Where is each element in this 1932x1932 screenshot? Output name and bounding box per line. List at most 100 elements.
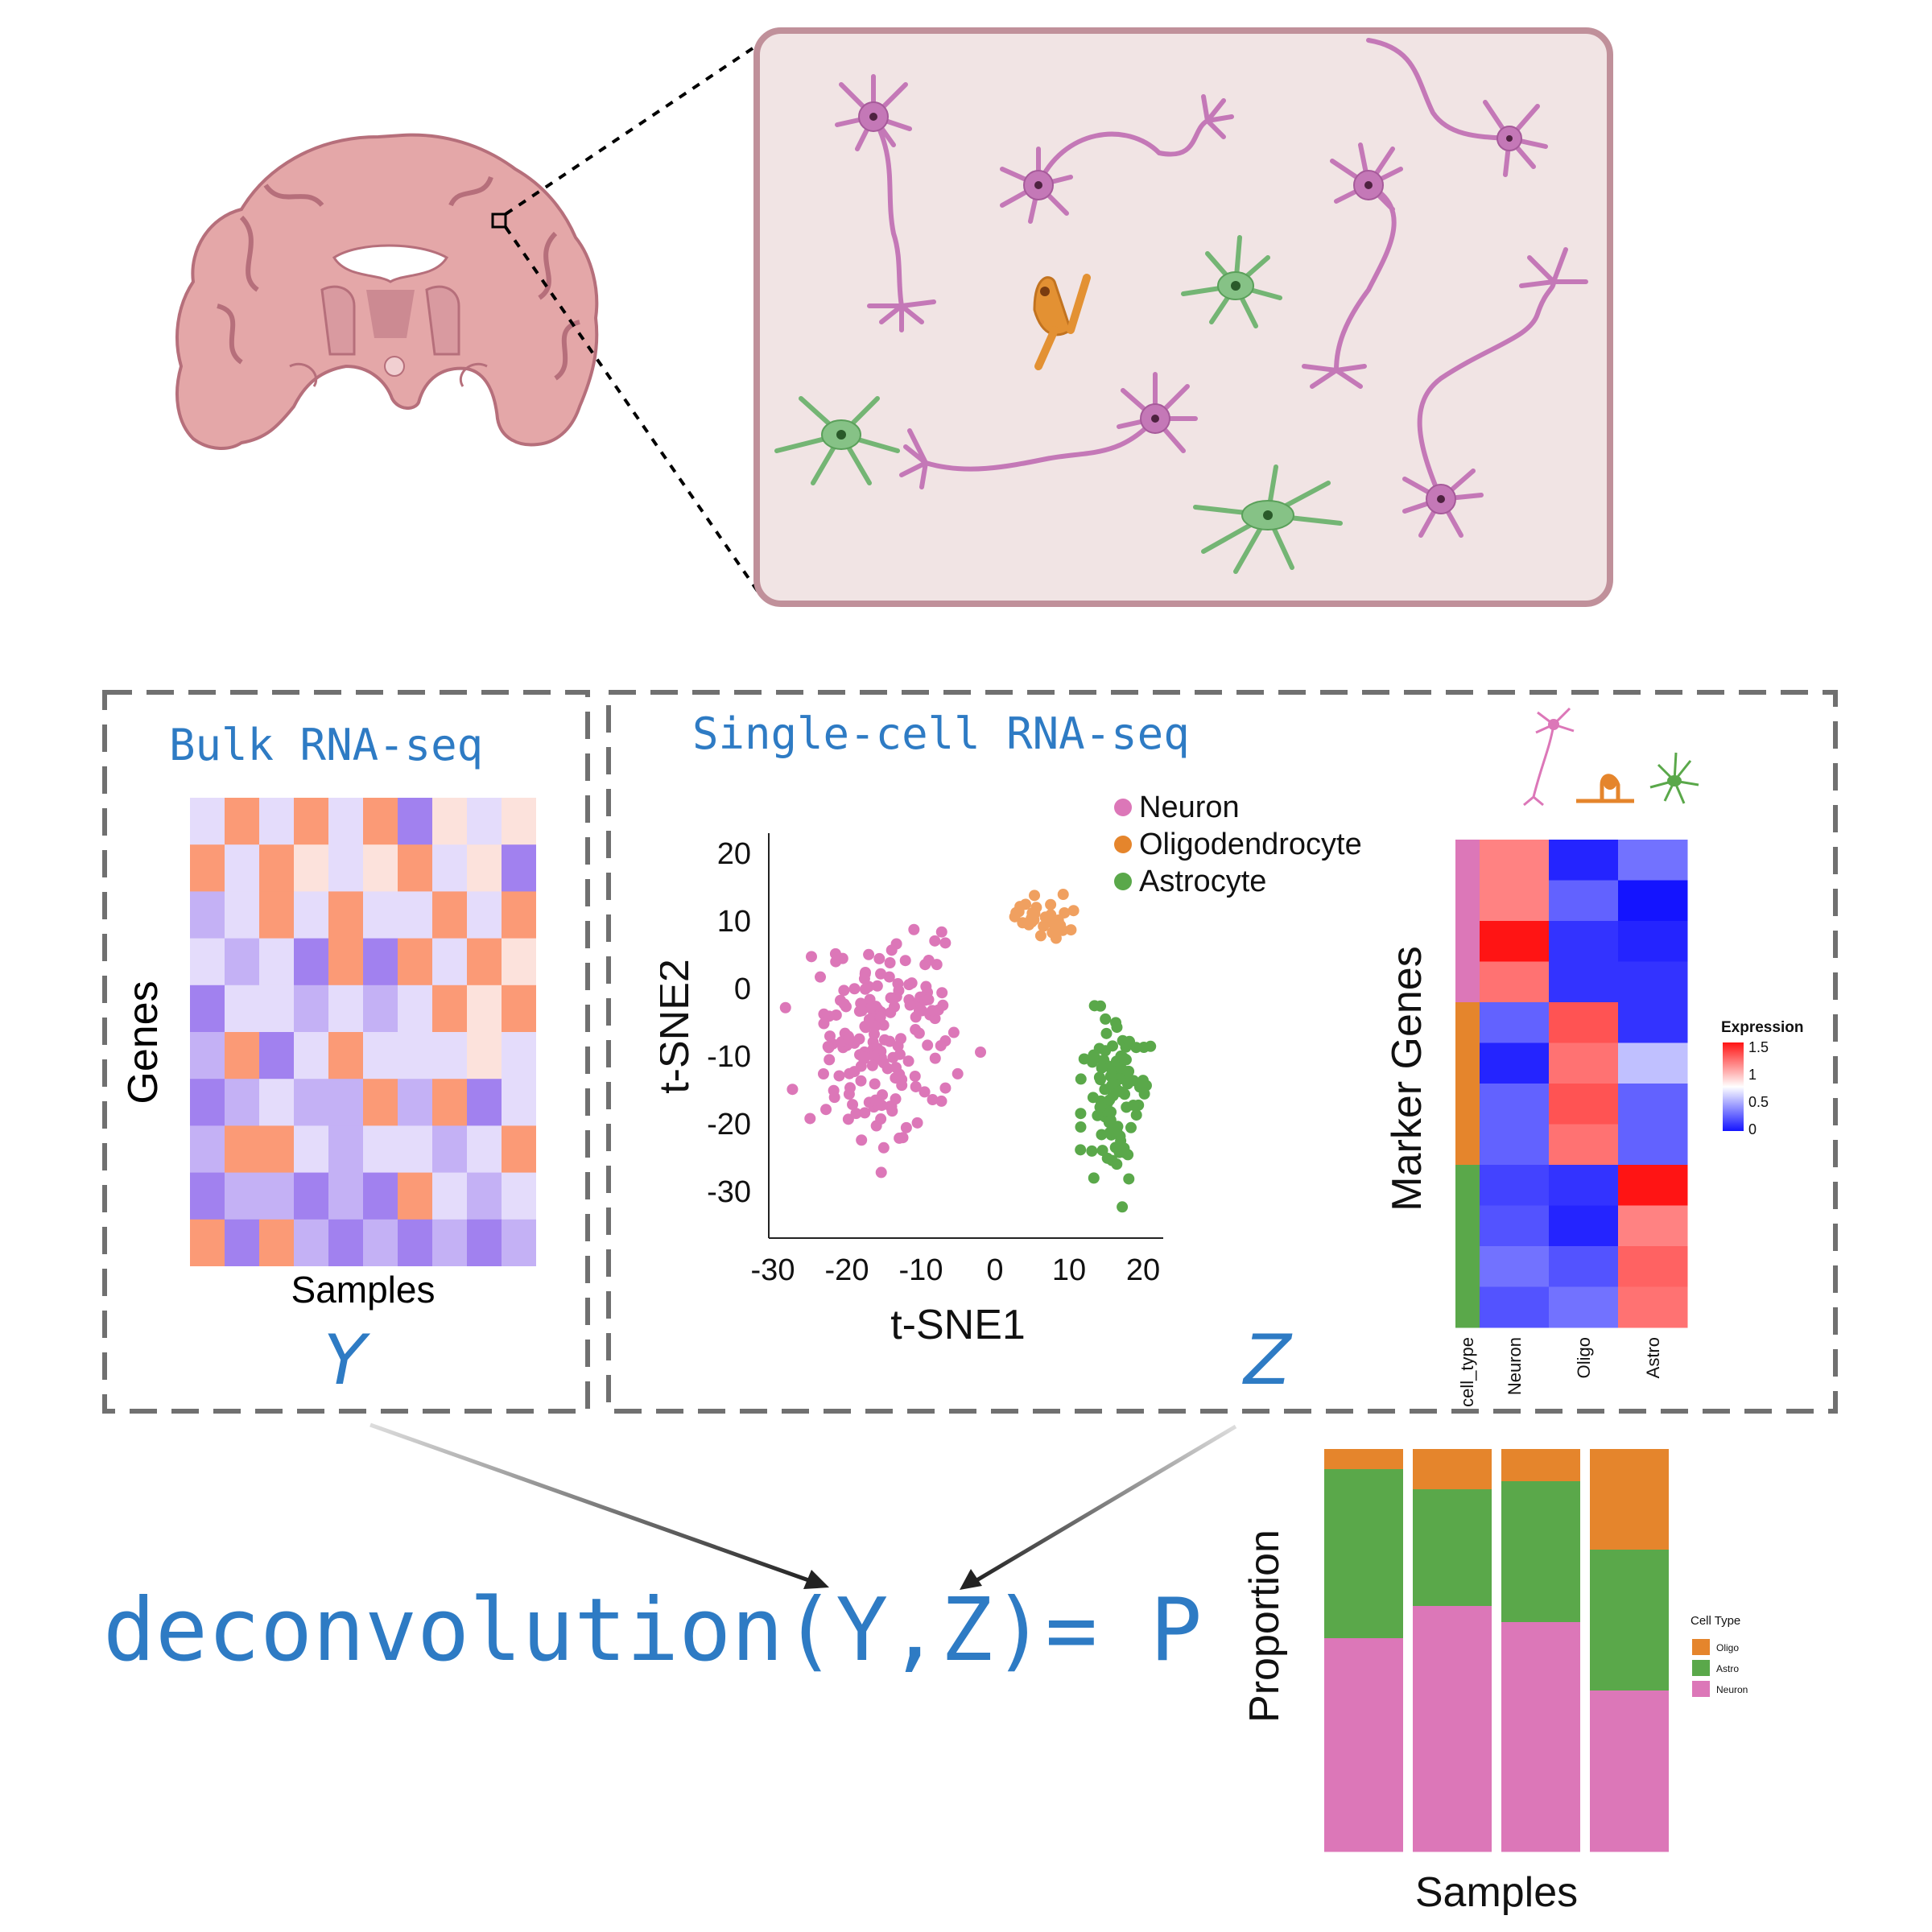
cell-type-stripe xyxy=(1455,921,1480,962)
scatter-point xyxy=(855,1075,867,1087)
scatter-point xyxy=(842,1113,854,1125)
bulk-heatmap-cell xyxy=(398,891,433,939)
bulk-heatmap-cell xyxy=(432,844,468,892)
bulk-heatmap-cell xyxy=(190,1079,225,1126)
y-tick-label: -20 xyxy=(707,1108,751,1141)
scatter-point xyxy=(818,1018,830,1030)
bulk-heatmap-cell xyxy=(190,1219,225,1266)
bulk-heatmap-cell xyxy=(467,1219,502,1266)
proportion-legend-label: Oligo xyxy=(1716,1642,1739,1653)
scatter-point xyxy=(1075,1108,1087,1120)
scatter-point xyxy=(865,1002,877,1014)
scatter-point xyxy=(858,1051,870,1063)
scatter-point xyxy=(883,971,895,983)
scatter-point xyxy=(1119,1088,1131,1100)
legend-marker xyxy=(1114,873,1132,890)
marker-heatmap-cell xyxy=(1549,1205,1619,1247)
scatter-point xyxy=(817,1068,829,1080)
scatter-point xyxy=(910,1080,922,1092)
scatter-point xyxy=(919,959,931,971)
marker-heatmap-cell xyxy=(1618,1084,1688,1125)
proportion-legend-swatch xyxy=(1692,1681,1710,1697)
marker-heatmap-cell xyxy=(1549,1246,1619,1287)
bulk-heatmap-cell xyxy=(259,1079,295,1126)
marker-heatmap-cell xyxy=(1549,1002,1619,1043)
scatter-point xyxy=(935,1039,947,1051)
arrow-z-to-equation xyxy=(972,1424,1237,1584)
scatter-point xyxy=(908,923,920,935)
proportion-legend-label: Astro xyxy=(1716,1663,1739,1674)
marker-heatmap-cell xyxy=(1549,1165,1619,1206)
marker-heatmap-cell xyxy=(1618,840,1688,881)
scatter-point xyxy=(858,972,870,985)
scatter-point xyxy=(856,1134,868,1146)
bulk-heatmap-cell xyxy=(225,1172,260,1220)
bulk-heatmap-cell xyxy=(225,844,260,892)
marker-heatmap-cell xyxy=(1480,961,1550,1003)
oligodendrocyte-icon xyxy=(1576,774,1634,803)
scatter-point xyxy=(847,1099,859,1111)
y-tick-label: -30 xyxy=(707,1175,751,1209)
scatter-point xyxy=(871,980,883,992)
bulk-heatmap-cell xyxy=(432,1125,468,1174)
scatter-point xyxy=(1029,890,1041,902)
bulk-heatmap-cell xyxy=(328,1079,364,1126)
cell-type-icons xyxy=(1523,707,1699,807)
cell-type-stripe xyxy=(1455,961,1480,1003)
arrow-y-to-equation xyxy=(369,1422,814,1584)
bulk-heatmap-cell xyxy=(502,985,536,1033)
scatter-point xyxy=(1057,924,1069,936)
cell-type-stripe xyxy=(1455,1124,1480,1166)
scatter-point xyxy=(906,977,918,989)
scatter-point xyxy=(1039,911,1051,923)
marker-heatmap-cell xyxy=(1480,921,1550,962)
cell-type-stripe xyxy=(1455,880,1480,922)
expression-legend-tick: 0.5 xyxy=(1748,1094,1769,1110)
bulk-heatmap-cell xyxy=(294,1125,329,1174)
scatter-point xyxy=(884,956,896,968)
tissue-zoom-panel xyxy=(753,27,1613,607)
bulk-heatmap-cell xyxy=(398,938,433,986)
scatter-point xyxy=(904,999,916,1011)
bulk-heatmap-cell xyxy=(502,891,536,939)
bulk-heatmap-cell xyxy=(398,1172,433,1220)
scatter-point xyxy=(1110,1017,1122,1029)
scatter-point xyxy=(863,948,875,960)
scatter-point xyxy=(1088,1000,1100,1012)
bulk-heatmap-cell xyxy=(328,1125,364,1174)
heatmap-column-label: Astro xyxy=(1643,1337,1663,1378)
stacked-bar-segment xyxy=(1413,1449,1492,1490)
heatmap-column-label: cell_type xyxy=(1457,1337,1477,1407)
scatter-point xyxy=(833,1070,845,1082)
bulk-heatmap-cell xyxy=(398,1219,433,1266)
proportion-legend-swatch xyxy=(1692,1660,1710,1676)
expression-colorbar xyxy=(1723,1042,1744,1131)
bulk-heatmap-cell xyxy=(363,985,398,1033)
scatter-point xyxy=(870,1120,882,1132)
expression-legend-tick: 0 xyxy=(1748,1121,1757,1137)
astrocyte-icon-body xyxy=(1667,775,1682,786)
bulk-heatmap-cell xyxy=(432,1079,468,1126)
scatter-point xyxy=(822,1041,834,1053)
bulk-heatmap-cell xyxy=(432,891,468,939)
scatter-point xyxy=(911,1117,923,1129)
scatter-point xyxy=(939,1082,952,1094)
bulk-heatmap-cell xyxy=(363,938,398,986)
scatter-point xyxy=(935,1095,947,1107)
bulk-heatmap-cell xyxy=(225,798,260,845)
scatter-point xyxy=(947,1026,960,1038)
stacked-bar-segment xyxy=(1501,1622,1580,1852)
scatter-point xyxy=(844,1082,856,1094)
proportion-y-axis-title: Proportion xyxy=(1241,1530,1288,1723)
astrocyte-icon xyxy=(1649,752,1699,804)
y-tick-label: -10 xyxy=(707,1040,751,1074)
scatter-point xyxy=(859,1107,871,1119)
scatter-point xyxy=(874,1011,886,1023)
bulk-heatmap-cell xyxy=(259,985,295,1033)
scatter-point xyxy=(853,1033,865,1045)
bulk-heatmap-cell xyxy=(467,1032,502,1080)
marker-heatmap-cell xyxy=(1480,1042,1550,1084)
proportion-legend-title: Cell Type xyxy=(1690,1614,1740,1628)
stacked-bar-segment xyxy=(1501,1449,1580,1482)
scatter-point xyxy=(929,935,941,947)
